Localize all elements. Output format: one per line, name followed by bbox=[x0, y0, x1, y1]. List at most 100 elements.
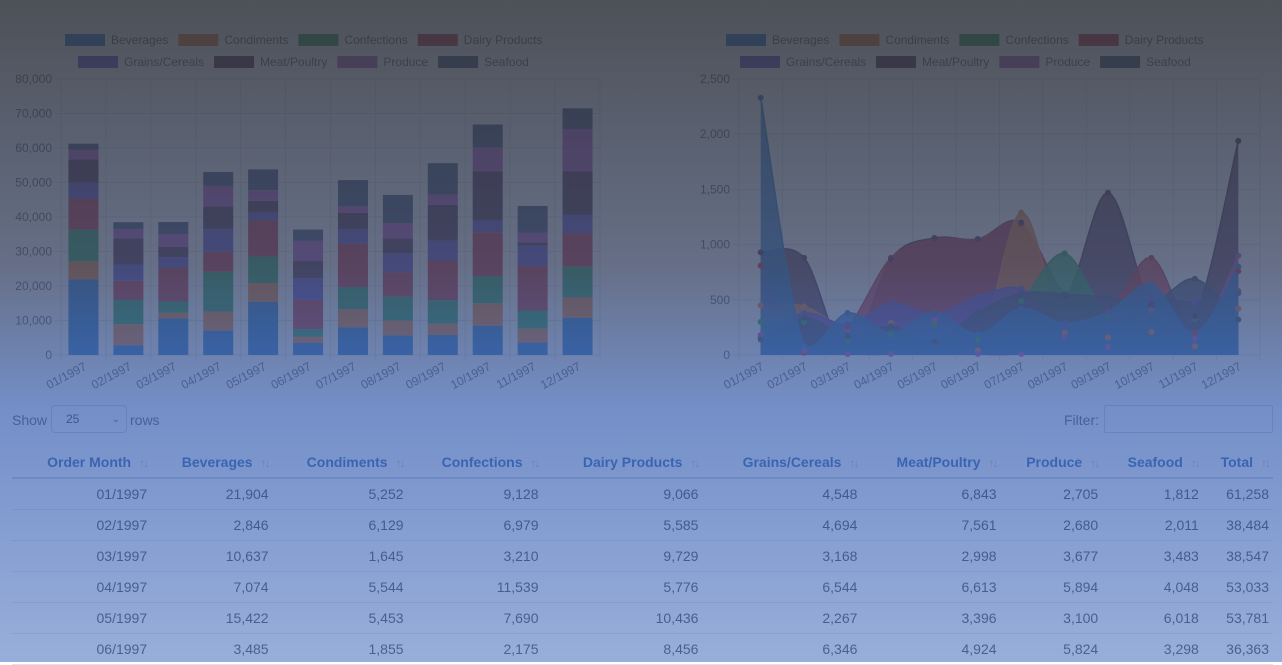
bar-segment[interactable] bbox=[113, 264, 144, 281]
bar-segment[interactable] bbox=[113, 222, 144, 230]
data-point[interactable] bbox=[887, 350, 894, 357]
legend-label[interactable]: Meat/Poultry bbox=[922, 55, 989, 69]
bar-segment[interactable] bbox=[427, 204, 458, 241]
bar-segment[interactable] bbox=[248, 256, 279, 283]
legend-label[interactable]: Condiments bbox=[224, 33, 288, 47]
data-point[interactable] bbox=[1018, 305, 1025, 312]
bar-segment[interactable] bbox=[248, 301, 279, 355]
data-point[interactable] bbox=[931, 322, 938, 329]
bar-segment[interactable] bbox=[113, 345, 144, 355]
bar-segment[interactable] bbox=[472, 147, 503, 172]
data-point[interactable] bbox=[1191, 329, 1198, 336]
bar-segment[interactable] bbox=[113, 238, 144, 265]
data-point[interactable] bbox=[931, 234, 938, 241]
data-point[interactable] bbox=[887, 323, 894, 330]
column-header-grains-cereals[interactable]: Grains/Cereals ↑↓ bbox=[702, 446, 862, 479]
column-header-beverages[interactable]: Beverages ↑↓ bbox=[151, 446, 273, 479]
data-point[interactable] bbox=[1105, 308, 1112, 315]
data-point[interactable] bbox=[974, 331, 981, 338]
bar-segment[interactable] bbox=[113, 299, 144, 325]
bar-segment[interactable] bbox=[337, 243, 368, 288]
legend-label[interactable]: Meat/Poultry bbox=[260, 55, 327, 69]
data-point[interactable] bbox=[887, 255, 894, 262]
bar-segment[interactable] bbox=[382, 296, 413, 321]
data-point[interactable] bbox=[844, 350, 851, 357]
bar-segment[interactable] bbox=[562, 266, 593, 298]
bar-segment[interactable] bbox=[248, 200, 279, 213]
bar-segment[interactable] bbox=[113, 229, 144, 239]
legend-label[interactable]: Confections bbox=[1005, 33, 1068, 47]
data-point[interactable] bbox=[1148, 301, 1155, 308]
bar-segment[interactable] bbox=[472, 325, 503, 355]
bar-segment[interactable] bbox=[68, 159, 99, 183]
bar-segment[interactable] bbox=[158, 267, 189, 302]
data-point[interactable] bbox=[974, 350, 981, 357]
bar-segment[interactable] bbox=[68, 182, 99, 199]
data-point[interactable] bbox=[1018, 297, 1025, 304]
data-point[interactable] bbox=[887, 332, 894, 339]
column-header-condiments[interactable]: Condiments ↑↓ bbox=[272, 446, 408, 479]
bar-segment[interactable] bbox=[562, 233, 593, 267]
data-point[interactable] bbox=[1148, 295, 1155, 302]
bar-segment[interactable] bbox=[113, 324, 144, 346]
bar-segment[interactable] bbox=[472, 303, 503, 326]
bar-segment[interactable] bbox=[517, 342, 548, 355]
bar-segment[interactable] bbox=[472, 232, 503, 276]
bar-segment[interactable] bbox=[472, 124, 503, 148]
bar-segment[interactable] bbox=[337, 212, 368, 230]
data-point[interactable] bbox=[1105, 344, 1112, 351]
bar-segment[interactable] bbox=[337, 309, 368, 328]
bar-segment[interactable] bbox=[293, 278, 324, 300]
legend-label[interactable]: Beverages bbox=[111, 33, 168, 47]
bar-segment[interactable] bbox=[382, 238, 413, 254]
bar-segment[interactable] bbox=[293, 336, 324, 343]
data-point[interactable] bbox=[1148, 254, 1155, 261]
data-point[interactable] bbox=[757, 336, 764, 343]
bar-segment[interactable] bbox=[562, 297, 593, 318]
bar-segment[interactable] bbox=[472, 275, 503, 304]
bar-segment[interactable] bbox=[68, 229, 99, 262]
bar-segment[interactable] bbox=[248, 190, 279, 201]
data-point[interactable] bbox=[1235, 137, 1242, 144]
data-point[interactable] bbox=[974, 336, 981, 343]
bar-segment[interactable] bbox=[248, 169, 279, 191]
column-header-meat-poultry[interactable]: Meat/Poultry ↑↓ bbox=[861, 446, 1001, 479]
data-point[interactable] bbox=[1061, 250, 1068, 257]
bar-segment[interactable] bbox=[293, 261, 324, 279]
bar-segment[interactable] bbox=[382, 253, 413, 273]
bar-segment[interactable] bbox=[68, 279, 99, 355]
bar-segment[interactable] bbox=[382, 194, 413, 224]
bar-segment[interactable] bbox=[427, 334, 458, 355]
bar-segment[interactable] bbox=[158, 301, 189, 313]
legend-label[interactable]: Produce bbox=[383, 55, 428, 69]
data-point[interactable] bbox=[887, 300, 894, 307]
bar-segment[interactable] bbox=[427, 194, 458, 205]
bar-segment[interactable] bbox=[427, 240, 458, 261]
data-point[interactable] bbox=[801, 347, 808, 354]
bar-segment[interactable] bbox=[517, 245, 548, 266]
data-point[interactable] bbox=[801, 314, 808, 321]
bar-segment[interactable] bbox=[472, 171, 503, 221]
bar-segment[interactable] bbox=[382, 272, 413, 297]
data-point[interactable] bbox=[1235, 305, 1242, 312]
column-header-order-month[interactable]: Order Month ↑↓ bbox=[12, 446, 152, 479]
bar-segment[interactable] bbox=[517, 328, 548, 343]
data-point[interactable] bbox=[1018, 350, 1025, 357]
column-header-confections[interactable]: Confections ↑↓ bbox=[407, 446, 543, 479]
bar-segment[interactable] bbox=[68, 143, 99, 150]
data-point[interactable] bbox=[1018, 209, 1025, 216]
bar-segment[interactable] bbox=[113, 280, 144, 300]
bar-segment[interactable] bbox=[382, 335, 413, 355]
bar-segment[interactable] bbox=[248, 212, 279, 221]
data-point[interactable] bbox=[1061, 333, 1068, 340]
bar-segment[interactable] bbox=[68, 198, 99, 230]
bar-segment[interactable] bbox=[158, 222, 189, 235]
data-point[interactable] bbox=[1191, 275, 1198, 282]
legend-label[interactable]: Grains/Cereals bbox=[786, 55, 866, 69]
bar-segment[interactable] bbox=[203, 206, 234, 230]
bar-segment[interactable] bbox=[203, 229, 234, 252]
bar-segment[interactable] bbox=[517, 232, 548, 243]
data-point[interactable] bbox=[844, 333, 851, 340]
bar-segment[interactable] bbox=[337, 229, 368, 244]
legend-label[interactable]: Dairy Products bbox=[1125, 33, 1204, 47]
